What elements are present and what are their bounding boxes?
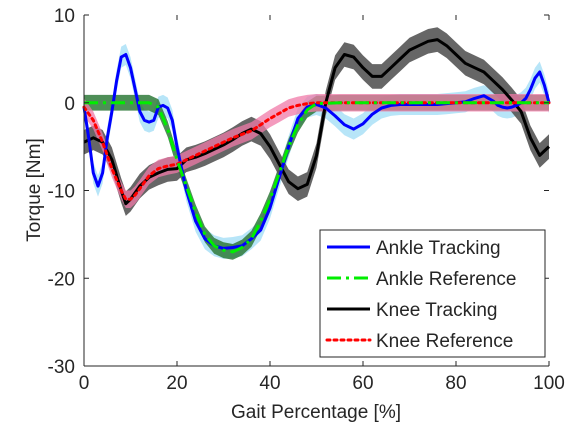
x-tick-label: 60: [352, 373, 373, 394]
legend-label: Ankle Tracking: [376, 238, 501, 259]
legend-label: Ankle Reference: [376, 269, 516, 290]
x-tick-label: 80: [445, 373, 466, 394]
legend-box: [319, 229, 546, 358]
line-ankle-reference: [84, 101, 549, 254]
x-axis-label: Gait Percentage [%]: [231, 402, 401, 423]
x-tick-label: 100: [533, 373, 565, 394]
y-axis-label: Torque [Nm]: [24, 138, 45, 241]
y-tick-label: -10: [48, 182, 75, 203]
y-tick-label: 0: [64, 94, 75, 115]
x-tick-label: 0: [79, 373, 90, 394]
band-knee-reference: [84, 94, 549, 208]
y-tick-label: 10: [54, 6, 75, 27]
band-ankle-reference: [84, 94, 549, 260]
y-tick-label: -20: [48, 269, 75, 290]
line-knee-tracking: [83, 38, 551, 206]
x-tick-label: 40: [259, 373, 280, 394]
x-tick-label: 20: [166, 373, 187, 394]
series-lines: [82, 38, 551, 254]
y-tick-label: -30: [48, 357, 75, 378]
legend-label: Knee Reference: [376, 331, 513, 352]
legend: Ankle Tracking Ankle Reference Knee Tracki…: [319, 229, 546, 358]
legend-label: Knee Tracking: [376, 300, 497, 321]
